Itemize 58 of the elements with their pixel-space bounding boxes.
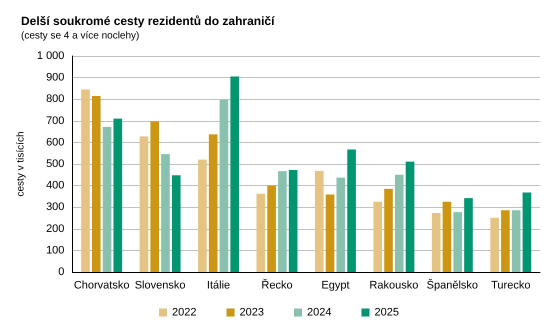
legend-label: 2025 [374,306,399,318]
bar [406,162,414,272]
bar [208,134,218,272]
y-tick-label: 500 [46,158,64,170]
bar [512,210,520,272]
y-tick-label: 600 [46,136,64,148]
x-tick-label: Slovensko [134,280,186,292]
chart-title: Delší soukromé cesty rezidentů do zahraničí [21,14,276,28]
y-axis-title: cesty v tisících [16,131,26,197]
bar [522,192,532,272]
y-tick-label: 0 [58,266,64,278]
x-tick-label: Itálie [206,280,230,292]
y-tick-label: 300 [46,201,64,214]
bar [113,118,122,272]
legend-label: 2023 [240,306,264,318]
bar [394,174,404,272]
bar [288,170,298,272]
bar [256,194,266,272]
bar [453,212,462,272]
bar [314,170,324,272]
y-tick-label: 700 [46,114,64,127]
chart-subtitle: (cesty se 4 a více noclehy) [21,30,140,42]
x-tick-label: Španělsko [426,278,478,292]
bar [501,210,510,272]
bar [336,178,346,272]
bar [442,202,452,272]
bar [347,150,356,272]
legend-label: 2022 [172,306,197,318]
bar [150,121,160,272]
bar [81,89,90,272]
bar [102,126,112,272]
bar [490,218,499,272]
bar [278,171,287,272]
bar [267,186,276,272]
x-tick-label: Egypt [321,280,350,292]
bar [384,188,393,272]
x-tick-label: Chorvatsko [74,280,130,292]
y-tick-label: 1 000 [36,50,64,62]
bar [432,213,440,272]
bar [373,202,382,272]
bar [464,198,473,272]
x-tick-label: Rakousko [369,280,418,292]
x-tick-label: Řecko [261,278,293,292]
bar [198,160,207,272]
bar [220,100,228,272]
y-tick-label: 400 [46,180,64,192]
bar [161,154,170,272]
bar [230,76,239,272]
y-tick-label: 900 [46,72,64,84]
bar [326,194,334,272]
y-tick-label: 200 [46,222,64,235]
x-tick-label: Turecko [491,280,530,292]
bar [92,96,101,272]
legend-label: 2024 [307,306,332,318]
y-tick-label: 800 [46,93,64,106]
y-tick-label: 100 [46,244,64,256]
bar [172,175,181,272]
bar [140,136,148,272]
